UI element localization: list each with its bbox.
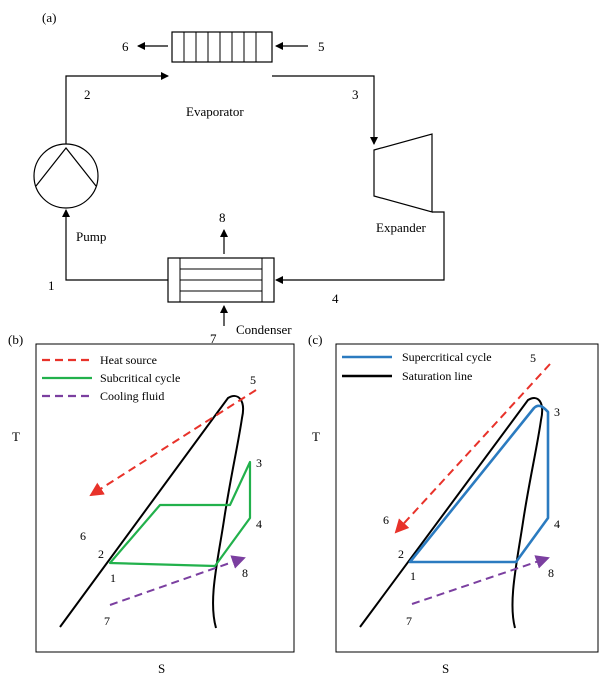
c-point-1: 1 xyxy=(410,569,416,583)
cooling-fluid-line-c xyxy=(411,555,550,605)
saturation-dome-b xyxy=(59,395,244,629)
b-point-7: 7 xyxy=(104,614,110,628)
legend-supercritical: Supercritical cycle xyxy=(402,350,492,364)
state-point-4: 4 xyxy=(332,291,339,306)
expander-label: Expander xyxy=(376,220,426,235)
c-point-7: 7 xyxy=(406,614,412,628)
pipe-pump-to-evaporator xyxy=(65,72,169,146)
pump-symbol xyxy=(33,143,99,209)
state-point-3: 3 xyxy=(352,87,359,102)
b-point-6: 6 xyxy=(80,529,86,543)
panel-c-label: (c) xyxy=(308,332,322,347)
legend-heat-source: Heat source xyxy=(100,353,157,367)
b-point-5: 5 xyxy=(250,373,256,387)
panel-c-xlabel: S xyxy=(442,661,449,673)
condenser-block xyxy=(167,257,275,303)
panel-b-label: (b) xyxy=(8,332,23,347)
b-point-4: 4 xyxy=(256,517,262,531)
state-point-5: 5 xyxy=(318,39,325,54)
condenser-label: Condenser xyxy=(236,322,292,337)
c-point-6: 6 xyxy=(383,513,389,527)
panel-a-label: (a) xyxy=(42,10,56,25)
b-point-2: 2 xyxy=(98,547,104,561)
pipe-expander-to-condenser xyxy=(275,211,445,284)
panel-b-legend: Heat source Subcritical cycle Cooling fl… xyxy=(42,353,180,403)
pump-label: Pump xyxy=(76,229,106,244)
state-point-7: 7 xyxy=(210,331,217,346)
subcritical-cycle-path xyxy=(108,460,252,568)
b-point-1: 1 xyxy=(110,571,116,585)
evaporator-label: Evaporator xyxy=(186,104,244,119)
state-point-8: 8 xyxy=(219,210,226,225)
saturation-dome-c xyxy=(359,397,544,629)
panel-a: (a) Evaporator 5 6 2 3 Expander 4 xyxy=(33,10,445,346)
panel-c-ylabel: T xyxy=(312,429,320,444)
panel-b-axes xyxy=(35,343,295,653)
c-point-4: 4 xyxy=(554,517,560,531)
legend-subcritical: Subcritical cycle xyxy=(100,371,180,385)
state-point-1: 1 xyxy=(48,278,55,293)
heat-source-line-c xyxy=(394,363,551,534)
b-point-3: 3 xyxy=(256,456,262,470)
c-point-2: 2 xyxy=(398,547,404,561)
c-point-3: 3 xyxy=(554,405,560,419)
panel-b-xlabel: S xyxy=(158,661,165,673)
panel-b: (b) T S Heat source Subcritical cycle Co… xyxy=(8,332,295,673)
panel-c-legend: Supercritical cycle Saturation line xyxy=(342,350,492,383)
evaporator-block xyxy=(171,31,273,63)
c-point-8: 8 xyxy=(548,566,554,580)
state-point-6: 6 xyxy=(122,39,129,54)
pipe-evaporator-to-expander xyxy=(272,75,378,145)
state-point-2: 2 xyxy=(84,87,91,102)
supercritical-cycle-path xyxy=(408,404,550,564)
panel-c-axes xyxy=(335,343,599,653)
legend-saturation: Saturation line xyxy=(402,369,472,383)
expander-shape xyxy=(373,133,433,213)
legend-cooling-fluid: Cooling fluid xyxy=(100,389,164,403)
pipe-condenser-to-pump xyxy=(62,209,168,281)
b-point-8: 8 xyxy=(242,566,248,580)
heat-source-line-b xyxy=(89,389,257,497)
cooling-fluid-line-b xyxy=(109,555,246,606)
panel-b-ylabel: T xyxy=(12,429,20,444)
panel-c: (c) T S Supercritical cycle Saturation l… xyxy=(308,332,599,673)
c-point-5: 5 xyxy=(530,351,536,365)
